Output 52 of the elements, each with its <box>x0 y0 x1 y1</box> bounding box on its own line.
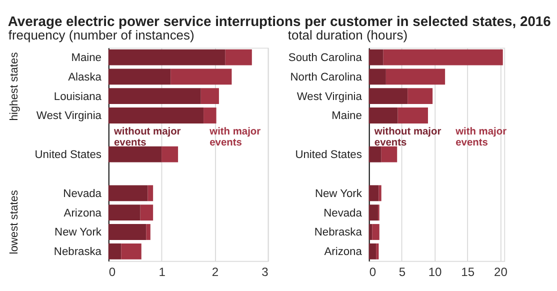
y-tick-label: Nebraska <box>314 226 363 239</box>
bar <box>368 49 384 66</box>
y-tick-label: Nevada <box>324 207 363 220</box>
series-label: without major events <box>112 126 181 149</box>
y-tick-label: United States <box>34 149 102 162</box>
y-tick-label: Nevada <box>63 188 102 200</box>
bar <box>368 185 379 202</box>
x-tick-label: 5 <box>398 265 406 280</box>
bar <box>368 88 408 104</box>
y-tick-label: Maine <box>332 110 362 122</box>
series-label: with major events <box>208 126 261 149</box>
bar <box>368 108 398 124</box>
x-tick-label: 0 <box>369 265 376 280</box>
y-tick-label: West Virginia <box>296 90 363 103</box>
x-tick-label: 2 <box>212 265 219 280</box>
y-tick-label: New York <box>54 226 102 239</box>
y-tick-label: Alaska <box>68 71 102 84</box>
x-tick-label: 3 <box>262 265 269 280</box>
bar <box>368 224 372 240</box>
x-tick-label: 1 <box>158 265 166 280</box>
y-tick-label: New York <box>314 188 362 200</box>
bar <box>383 49 503 66</box>
bar <box>381 146 398 162</box>
chart-subtitle: total duration (hours) <box>288 27 408 42</box>
bar <box>368 68 386 85</box>
series-label: without major events <box>373 126 442 149</box>
chart-title: Average electric power service interruptions per customer in selected states, 2016 <box>8 12 552 29</box>
x-tick-label: 20 <box>494 265 508 280</box>
y-tick-label: Louisiana <box>54 90 102 103</box>
bar <box>378 185 382 202</box>
bar <box>372 224 380 240</box>
bar <box>368 146 382 162</box>
text: highest states <box>8 52 21 121</box>
y-tick-label: United States <box>295 149 362 162</box>
y-tick-label: Arizona <box>64 207 102 220</box>
bar <box>376 243 379 260</box>
text: with major events <box>454 126 507 149</box>
bar <box>368 243 376 260</box>
x-tick-label: 15 <box>461 265 475 280</box>
y-tick-label: Nebraska <box>54 246 102 258</box>
bar <box>386 68 446 85</box>
bar <box>398 108 428 124</box>
y-tick-label: West Virginia <box>36 110 102 122</box>
y-tick-label: Maine <box>71 52 102 64</box>
y-tick-label: Arizona <box>324 246 363 258</box>
y-tick-label: South Carolina <box>288 52 363 64</box>
y-tick-label: North Carolina <box>290 71 363 84</box>
x-tick-label: 10 <box>428 265 442 280</box>
bar <box>368 204 378 221</box>
text: lowest states <box>8 190 21 254</box>
bar <box>408 88 433 104</box>
x-tick-label: 0 <box>108 265 116 280</box>
